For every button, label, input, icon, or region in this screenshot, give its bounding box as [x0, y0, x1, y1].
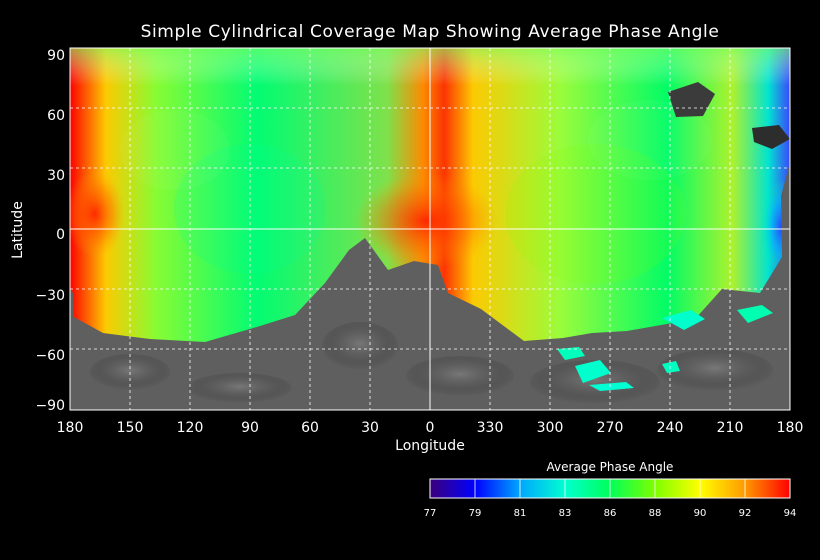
map-frame	[69, 47, 791, 411]
coverage-fragments	[557, 82, 790, 391]
x-tick-label: 300	[537, 420, 564, 436]
x-tick-label: 330	[477, 420, 504, 436]
x-tick-label: 180	[57, 420, 84, 436]
x-tick-label: 150	[117, 420, 144, 436]
x-tick-label: 60	[301, 420, 319, 436]
colorbar: 77 79 81 83 86 88 90 92 94	[424, 478, 797, 519]
x-tick-label: 240	[657, 420, 684, 436]
colorbar-tick-label: 90	[694, 508, 707, 519]
colorbar-tick-label: 94	[784, 508, 797, 519]
y-axis-label: Latitude	[10, 201, 26, 259]
colorbar-title: Average Phase Angle	[546, 460, 674, 474]
y-tick-label: 60	[47, 108, 65, 124]
colorbar-tick-label: 79	[469, 508, 482, 519]
x-tick-label: 0	[426, 420, 435, 436]
colorbar-tick-label: 92	[739, 508, 752, 519]
colorbar-tick-label: 86	[604, 508, 617, 519]
y-tick-label: −60	[35, 348, 65, 364]
y-tick-label: 30	[47, 168, 65, 184]
x-axis-label: Longitude	[395, 438, 465, 454]
x-tick-label: 180	[777, 420, 804, 436]
coverage-highlights	[70, 100, 790, 284]
y-tick-label: 90	[47, 48, 65, 64]
y-tick-label: −90	[35, 398, 65, 414]
graticule	[69, 47, 791, 411]
colorbar-tick-label: 88	[649, 508, 662, 519]
colorbar-tick-label: 83	[559, 508, 572, 519]
x-tick-label: 30	[361, 420, 379, 436]
axes-ticks: 180 150 120 90 60 30 0 330 300 270 240 2…	[35, 48, 803, 436]
x-tick-label: 120	[177, 420, 204, 436]
colorbar-tick-label: 77	[424, 508, 437, 519]
y-tick-label: 0	[56, 227, 65, 243]
x-tick-label: 270	[597, 420, 624, 436]
colorbar-tick-label: 81	[514, 508, 527, 519]
map-title: Simple Cylindrical Coverage Map Showing …	[140, 22, 720, 42]
x-tick-label: 210	[717, 420, 744, 436]
y-tick-label: −30	[35, 288, 65, 304]
x-tick-label: 90	[241, 420, 259, 436]
